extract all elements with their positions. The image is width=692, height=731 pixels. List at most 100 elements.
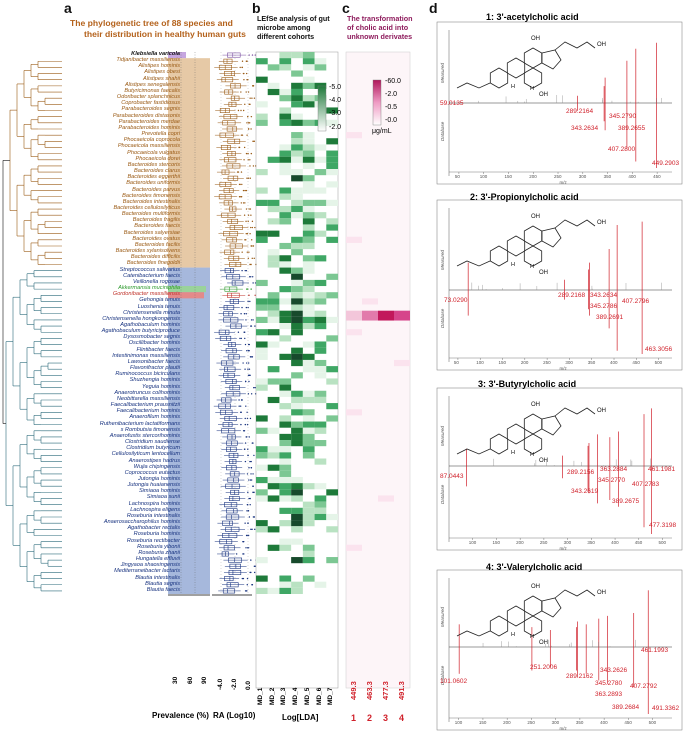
lefse-cell bbox=[256, 415, 268, 422]
ra-outlier bbox=[249, 356, 252, 358]
lefse-cell bbox=[302, 421, 315, 428]
h-label: H bbox=[530, 452, 534, 458]
lefse-cell bbox=[291, 156, 303, 163]
lefse-cell bbox=[256, 236, 268, 243]
lefse-cell bbox=[314, 292, 327, 299]
lefse-cell bbox=[279, 581, 292, 588]
trans-col-label: 463.3 bbox=[365, 681, 374, 700]
lefse-cell bbox=[291, 440, 303, 447]
species-label: Wujia chipingensis bbox=[133, 463, 180, 470]
lefse-cell bbox=[267, 255, 280, 262]
lefse-cell bbox=[291, 427, 303, 434]
species-label: Jutongia huaianensis bbox=[127, 482, 180, 489]
lefse-cell bbox=[291, 88, 303, 96]
ra-box bbox=[225, 526, 240, 532]
lefse-cell bbox=[302, 261, 315, 268]
lefse-cell bbox=[291, 476, 303, 484]
species-label: Anaerofilum hominis bbox=[129, 414, 180, 421]
ra-outlier bbox=[246, 473, 249, 475]
h-label: H bbox=[511, 632, 515, 638]
species-label: Cellulosilyticum lentocellum bbox=[111, 451, 180, 458]
species-label: Christensenella minuta bbox=[123, 309, 180, 316]
ra-outlier bbox=[247, 454, 249, 457]
lefse-cell bbox=[291, 390, 303, 397]
ra-outlier bbox=[246, 590, 248, 592]
mz-tick-label: 450 bbox=[632, 360, 640, 365]
ra-outlier bbox=[247, 448, 249, 450]
oh-label: OH bbox=[539, 640, 548, 646]
species-label: Coprobacter fastidiosus bbox=[121, 100, 180, 107]
ra-box bbox=[219, 539, 233, 545]
lefse-cell bbox=[326, 513, 338, 521]
species-label: Phocaeicola dorei bbox=[135, 155, 180, 162]
ra-box bbox=[226, 434, 236, 440]
lefse-cell bbox=[314, 144, 327, 151]
lefse-cell bbox=[326, 199, 338, 206]
ra-box bbox=[228, 101, 237, 107]
lefse-cell bbox=[314, 347, 327, 354]
lefse-cell bbox=[279, 205, 292, 213]
ra-outlier bbox=[241, 134, 244, 136]
oh-label: OH bbox=[597, 220, 606, 226]
mz-label: m/z bbox=[559, 726, 567, 731]
ra-outlier bbox=[245, 362, 248, 364]
ra-tick-m4: -4.0 bbox=[217, 678, 224, 690]
oh-label: OH bbox=[539, 270, 548, 276]
lefse-cell bbox=[256, 384, 268, 391]
ra-outlier bbox=[252, 442, 254, 444]
lefse-cell bbox=[302, 230, 315, 237]
lefse-cell bbox=[256, 520, 268, 527]
lefse-legend-tick-3: -2.0 bbox=[329, 124, 342, 131]
lefse-cell bbox=[279, 119, 292, 126]
trans-cell bbox=[378, 495, 394, 502]
species-label: Roseburia rectibacter bbox=[126, 537, 180, 544]
lefse-cell bbox=[267, 82, 280, 89]
ra-outlier bbox=[247, 159, 249, 161]
lefse-cell bbox=[279, 218, 292, 225]
ra-outlier bbox=[244, 189, 246, 192]
lefse-cell bbox=[314, 169, 327, 176]
lefse-col-label: MD_2 bbox=[268, 687, 276, 705]
trans-cell bbox=[346, 236, 362, 243]
lefse-cell bbox=[302, 427, 315, 434]
ra-box bbox=[223, 200, 233, 206]
species-label: Lachnospira hominis bbox=[128, 500, 180, 507]
lefse-cell bbox=[291, 409, 303, 416]
lefse-cell bbox=[314, 483, 327, 490]
species-label: Roseburia zhanii bbox=[138, 549, 180, 556]
peak-label: 363.2884 bbox=[600, 466, 628, 473]
ring bbox=[506, 423, 526, 445]
trans-legend-tick-1: -2.0 bbox=[385, 91, 398, 98]
lefse-cell bbox=[279, 440, 292, 447]
measured-label: Measured bbox=[440, 606, 445, 627]
lefse-cell bbox=[279, 378, 292, 385]
ra-outlier bbox=[246, 503, 249, 506]
mz-tick-label: 350 bbox=[575, 720, 584, 725]
mz-tick-label: 250 bbox=[527, 720, 535, 725]
ra-outlier bbox=[251, 54, 254, 56]
ra-outlier bbox=[241, 269, 243, 272]
ra-outlier bbox=[246, 350, 248, 352]
ra-outlier bbox=[249, 159, 251, 161]
ra-box bbox=[226, 163, 241, 169]
lefse-cell bbox=[302, 304, 315, 311]
ra-box bbox=[218, 403, 231, 409]
species-label: Intestinimonas massiliensis bbox=[112, 352, 180, 359]
oh-label: OH bbox=[531, 36, 540, 42]
ester-chain bbox=[456, 630, 491, 637]
ra-outlier bbox=[246, 577, 249, 580]
panel-c-title-3: unknown derivates bbox=[347, 32, 413, 41]
lefse-cell bbox=[279, 476, 292, 484]
ms-spectra bbox=[436, 21, 683, 731]
lefse-cell bbox=[302, 181, 315, 188]
ra-box bbox=[221, 397, 232, 403]
ra-outlier bbox=[238, 196, 241, 198]
lefse-cell bbox=[291, 292, 303, 299]
lefse-cell bbox=[267, 476, 280, 484]
ra-outlier bbox=[250, 479, 253, 481]
peak-label: 461.1981 bbox=[648, 466, 676, 473]
lefse-cell bbox=[326, 169, 338, 176]
ra-outlier bbox=[244, 343, 247, 346]
ra-outlier bbox=[246, 436, 248, 438]
ra-outlier bbox=[253, 454, 255, 457]
